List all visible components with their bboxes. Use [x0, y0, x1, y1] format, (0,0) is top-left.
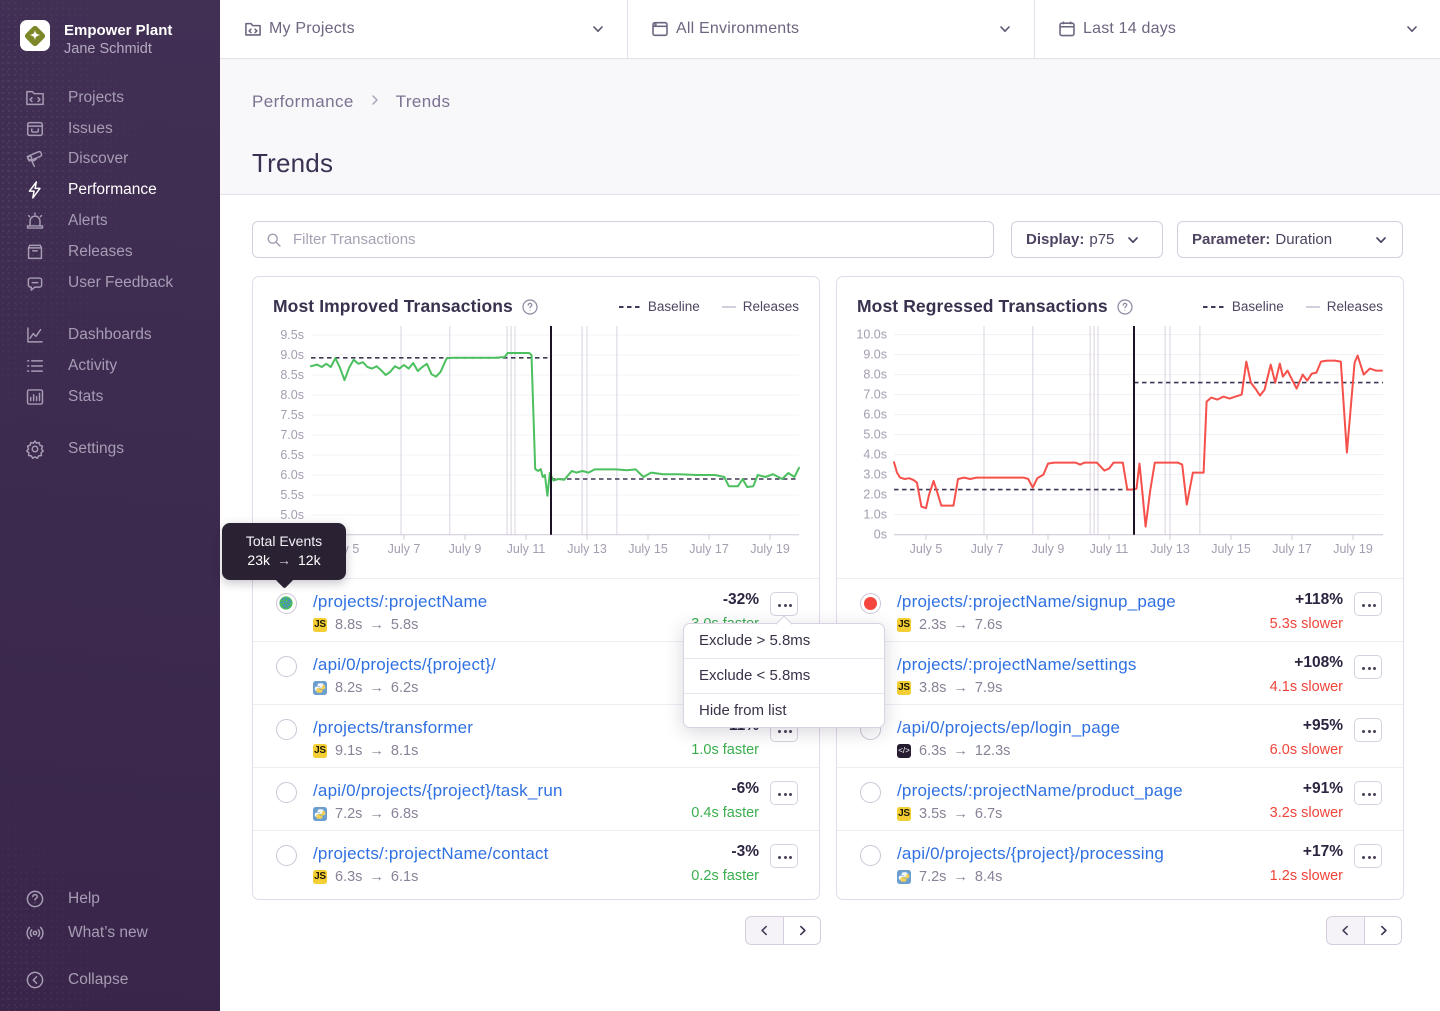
svg-text:10.0s: 10.0s — [856, 328, 887, 342]
svg-text:July 11: July 11 — [507, 542, 546, 556]
svg-text:5.0s: 5.0s — [280, 508, 304, 522]
svg-text:July 17: July 17 — [689, 542, 729, 556]
svg-text:6.5s: 6.5s — [280, 448, 304, 462]
svg-text:9.0s: 9.0s — [280, 348, 304, 362]
svg-text:0s: 0s — [874, 528, 887, 542]
svg-text:8.0s: 8.0s — [280, 388, 304, 402]
svg-text:2.0s: 2.0s — [863, 488, 887, 502]
svg-text:July 7: July 7 — [388, 542, 421, 556]
svg-text:July 7: July 7 — [971, 542, 1004, 556]
svg-text:8.5s: 8.5s — [280, 368, 304, 382]
svg-text:July 17: July 17 — [1272, 542, 1312, 556]
svg-text:July 9: July 9 — [449, 542, 482, 556]
svg-text:July 9: July 9 — [1032, 542, 1065, 556]
svg-text:7.0s: 7.0s — [863, 388, 887, 402]
svg-text:6.0s: 6.0s — [863, 408, 887, 422]
svg-text:1.0s: 1.0s — [863, 508, 887, 522]
svg-text:8.0s: 8.0s — [863, 368, 887, 382]
svg-text:July 15: July 15 — [628, 542, 668, 556]
svg-text:July 5: July 5 — [910, 542, 943, 556]
svg-text:3.0s: 3.0s — [863, 468, 887, 482]
svg-text:9.5s: 9.5s — [280, 328, 304, 342]
svg-text:July 19: July 19 — [750, 542, 790, 556]
svg-text:4.0s: 4.0s — [863, 448, 887, 462]
svg-text:7.0s: 7.0s — [280, 428, 304, 442]
svg-text:5.0s: 5.0s — [863, 428, 887, 442]
svg-text:July 11: July 11 — [1090, 542, 1129, 556]
svg-text:6.0s: 6.0s — [280, 468, 304, 482]
svg-text:9.0s: 9.0s — [863, 348, 887, 362]
svg-text:July 13: July 13 — [567, 542, 607, 556]
svg-text:7.5s: 7.5s — [280, 408, 304, 422]
svg-text:July 19: July 19 — [1333, 542, 1373, 556]
svg-text:July 15: July 15 — [1211, 542, 1251, 556]
svg-text:July 13: July 13 — [1150, 542, 1190, 556]
svg-text:5.5s: 5.5s — [280, 488, 304, 502]
